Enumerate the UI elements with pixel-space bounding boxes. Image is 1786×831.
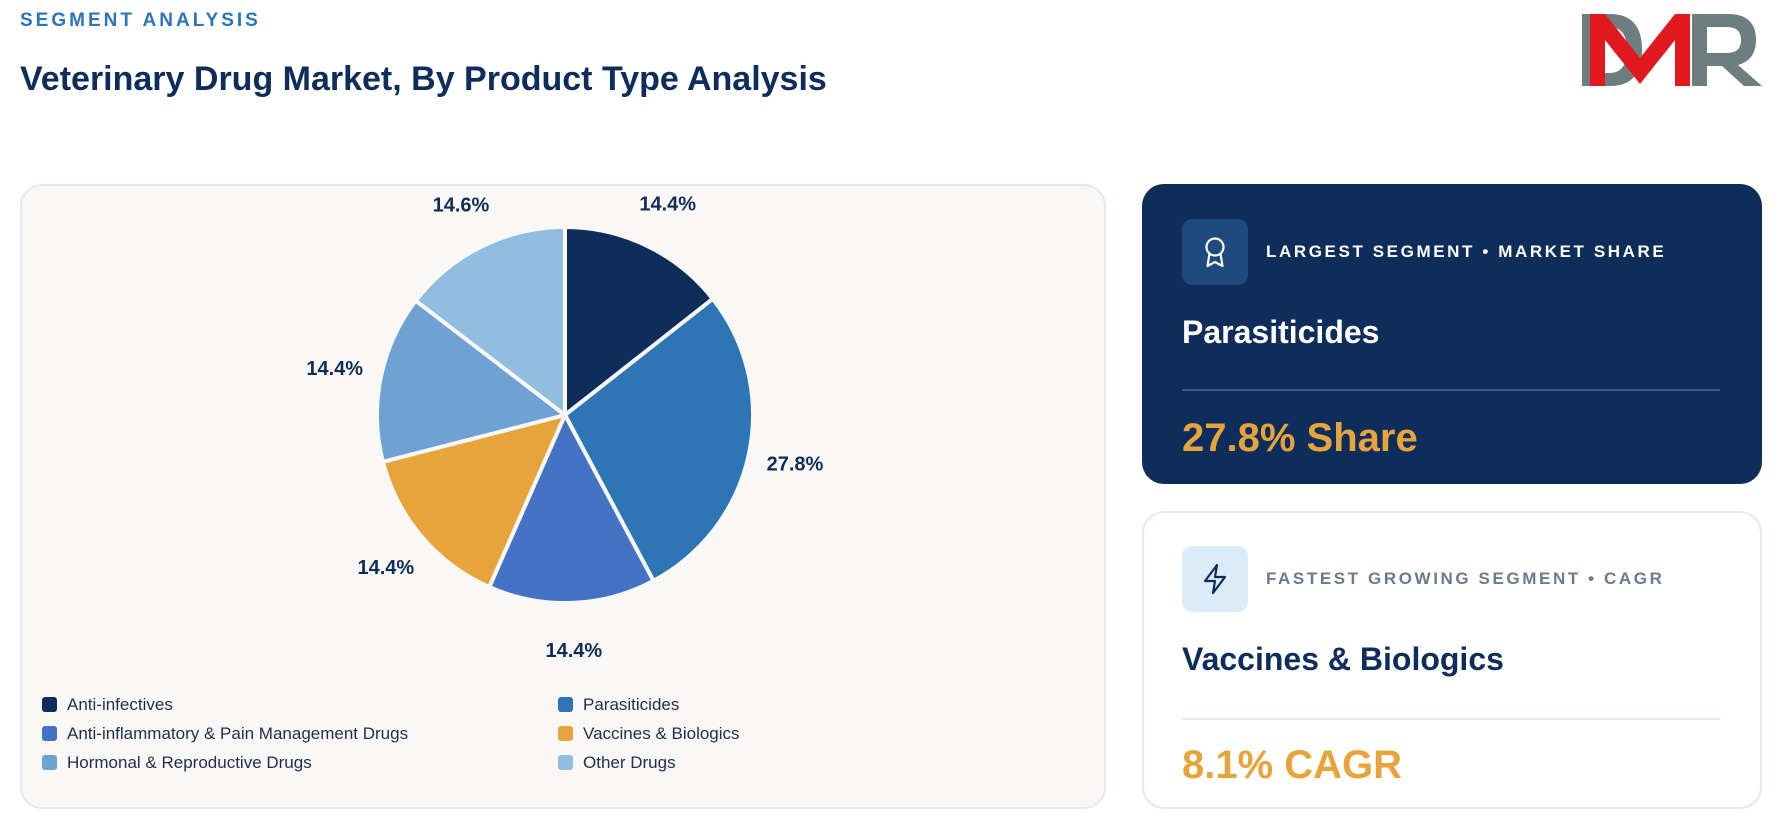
pie-label-4: 14.4% [357, 557, 414, 579]
pie-slice-5 [375, 298, 567, 464]
fastest-growing-name: Vaccines & Biologics [1182, 641, 1504, 677]
pie-label-5: 14.4% [306, 358, 363, 380]
legend-item: Anti-inflammatory & Pain Management Drug… [42, 723, 558, 744]
legend-swatch [42, 755, 57, 770]
chart-card: 14.4% 27.8% 14.4% 14.4% 14.4% 14.6% Anti-infe… [20, 184, 1106, 809]
legend-label: Vaccines & Biologics [583, 723, 740, 743]
pie-slice-3 [487, 413, 656, 605]
pie-chart: 14.4% 27.8% 14.4% 14.4% 14.4% 14.6% [306, 194, 824, 662]
largest-segment-share: 27.8% Share [1182, 416, 1418, 460]
logo-letter-m [1590, 14, 1690, 86]
logo-letter-d [1582, 14, 1642, 86]
card-divider [1182, 718, 1720, 720]
chart-legend: Anti-infectives Parasiticides Anti-inflamm… [42, 694, 1082, 773]
largest-segment-name: Parasiticides [1182, 314, 1380, 350]
logo-letter-r [1692, 14, 1762, 86]
pie-label-1: 14.4% [639, 194, 696, 216]
legend-swatch [558, 755, 573, 770]
section-eyebrow: SEGMENT ANALYSIS [20, 10, 261, 31]
lightning-icon [1182, 546, 1248, 612]
dmr-logo [1582, 14, 1762, 86]
legend-label: Parasiticides [583, 694, 680, 714]
award-icon [1182, 219, 1248, 285]
legend-label: Anti-infectives [67, 694, 173, 714]
largest-segment-eyebrow: LARGEST SEGMENT • MARKET SHARE [1266, 242, 1667, 261]
pie-label-2: 27.8% [767, 453, 824, 475]
pie-slice-1 [563, 225, 715, 417]
legend-swatch [558, 726, 573, 741]
fastest-growing-card: FASTEST GROWING SEGMENT • CAGR Vaccines … [1142, 511, 1762, 809]
legend-item: Anti-infectives [42, 694, 558, 715]
legend-item: Hormonal & Reproductive Drugs [42, 752, 558, 773]
largest-segment-card: LARGEST SEGMENT • MARKET SHARE Parasitic… [1142, 184, 1762, 484]
legend-swatch [42, 726, 57, 741]
card-divider [1182, 389, 1720, 391]
legend-swatch [42, 697, 57, 712]
pie-slice-4 [380, 413, 567, 590]
fastest-growing-eyebrow: FASTEST GROWING SEGMENT • CAGR [1266, 569, 1665, 588]
legend-label: Hormonal & Reproductive Drugs [67, 752, 312, 772]
legend-label: Other Drugs [583, 752, 676, 772]
pie-label-3: 14.4% [545, 640, 602, 662]
legend-item: Vaccines & Biologics [558, 723, 1058, 744]
pie-label-6: 14.6% [433, 194, 490, 216]
fastest-growing-cagr: 8.1% CAGR [1182, 743, 1403, 787]
pie-slice-6 [413, 225, 567, 417]
legend-swatch [558, 697, 573, 712]
legend-item: Parasiticides [558, 694, 1058, 715]
legend-item: Other Drugs [558, 752, 1058, 773]
pie-slice-2 [563, 296, 755, 583]
page-title: Veterinary Drug Market, By Product Type … [20, 60, 827, 98]
legend-label: Anti-inflammatory & Pain Management Drug… [67, 723, 409, 743]
